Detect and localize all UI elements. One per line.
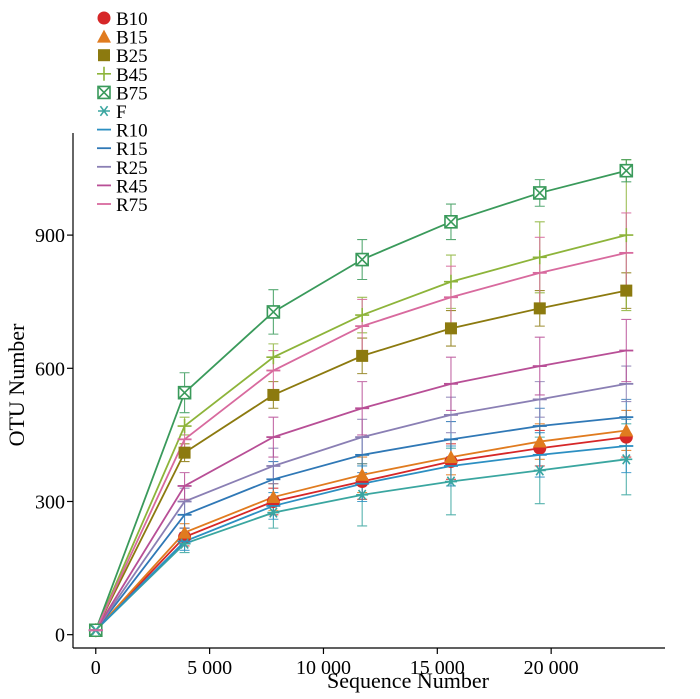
legend-label-r10: R10 [116,121,148,142]
marker-f [356,489,369,501]
legend-label-b10: B10 [116,9,148,30]
x-tick-label: 5 000 [187,657,232,679]
legend-marker-b45 [97,66,111,81]
y-tick-label: 0 [55,625,65,647]
marker-b15 [532,434,547,448]
marker-b75 [355,252,369,267]
y-tick-label: 300 [35,491,65,513]
legend-label-b25: B25 [116,46,148,67]
marker-f [267,507,280,518]
y-tick-label: 600 [35,358,65,380]
x-axis-label: Sequence Number [327,668,490,693]
error-bars [179,159,632,554]
legend-label-r45: R45 [116,176,148,197]
y-axis-label: OTU Number [4,323,29,446]
marker-f [178,538,191,549]
x-tick-label: 10 000 [296,657,351,679]
legend-marker-b75 [97,85,111,100]
legend-label-r25: R25 [116,158,148,179]
marker-b45 [266,350,281,365]
marker-b45 [443,274,458,289]
marker-b15 [355,467,370,481]
legend-label-b75: B75 [116,83,148,104]
marker-b15 [619,423,634,437]
series-line-r45 [95,349,627,631]
marker-b25 [620,284,633,297]
marker-b15 [443,450,458,464]
marker-b25 [178,446,191,459]
marker-b25 [533,302,546,315]
marker-b45 [177,419,192,434]
marker-f [533,465,546,476]
legend-label-r75: R75 [116,195,148,216]
marker-b25 [356,349,369,362]
series-line-r25 [95,382,627,631]
legend-marker-b10 [97,11,111,25]
legend-marker-b15 [97,29,111,43]
legend-marker-b25 [98,49,110,62]
axes: 0 5 000 10 000 15 000 20 000 0 300 600 900 [35,133,665,679]
x-tick-label: 15 000 [410,657,465,679]
marker-b15 [177,525,192,539]
marker-b25 [444,322,457,335]
x-tick-label: 0 [91,657,101,679]
legend-label-b15: B15 [116,28,148,49]
legend-label-r15: R15 [116,139,148,160]
legend-marker-f [98,105,110,117]
series-markers [88,163,634,638]
y-tick-label: 900 [35,225,65,247]
marker-f [444,476,457,487]
marker-b75 [266,305,281,319]
marker-b75 [619,163,634,178]
marker-b45 [619,228,634,243]
legend-label-f: F [116,102,127,123]
legend-label-b45: B45 [116,65,148,86]
marker-b15 [266,490,281,504]
marker-b75 [532,186,547,200]
marker-b45 [532,250,547,265]
marker-f [620,454,633,465]
series-line-b45 [94,234,627,631]
marker-b75 [444,214,458,229]
x-tick-label: 20 000 [524,657,579,679]
marker-b25 [267,388,280,401]
marker-b75 [177,385,192,400]
marker-b45 [355,308,370,323]
